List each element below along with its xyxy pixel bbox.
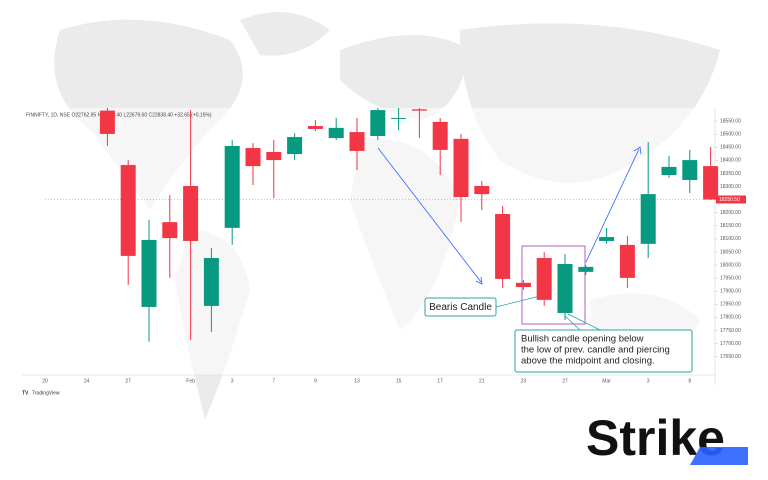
y-tick-label: 18450.00 xyxy=(720,145,741,151)
y-tick-label: 18500.00 xyxy=(720,132,741,138)
candle-body xyxy=(141,239,157,307)
candle-body xyxy=(370,110,386,137)
y-tick-label: 18100.00 xyxy=(720,236,741,242)
candle-body xyxy=(162,222,178,239)
y-tick-label: 18000.00 xyxy=(720,262,741,268)
candle-body xyxy=(599,237,615,241)
candle-body xyxy=(619,244,635,278)
candle-body xyxy=(245,148,261,167)
annotation-box xyxy=(424,297,497,317)
last-price-label: 18250.50 xyxy=(719,197,740,203)
y-tick-label: 17650.00 xyxy=(720,354,741,360)
y-tick-label: 17950.00 xyxy=(720,275,741,281)
annotation-line: the low of prev. candle and piercing xyxy=(521,345,670,356)
candle-body xyxy=(703,166,719,200)
x-tick-label: Feb xyxy=(186,378,195,384)
x-tick-label: 7 xyxy=(272,378,275,384)
x-tick-label: 9 xyxy=(314,378,317,384)
candle-body xyxy=(515,282,531,288)
candle-body xyxy=(578,266,594,272)
candle-body xyxy=(391,117,407,119)
candle-body xyxy=(266,151,282,161)
y-tick-label: 17750.00 xyxy=(720,328,741,334)
annotation-text: Bearis Candle xyxy=(429,302,492,313)
x-tick-label: 21 xyxy=(479,378,485,384)
connectors xyxy=(495,294,601,331)
x-tick-label: 17 xyxy=(437,378,443,384)
candle-body xyxy=(536,257,552,300)
candle-body xyxy=(349,132,365,151)
candle-body xyxy=(120,165,136,256)
x-tick-label: 27 xyxy=(125,378,131,384)
candle-body xyxy=(203,257,219,306)
candle-body xyxy=(287,137,303,155)
candle-body xyxy=(682,160,698,180)
y-tick-label: 17800.00 xyxy=(720,315,741,321)
x-tick-label: 13 xyxy=(354,378,360,384)
annotation-box xyxy=(514,329,693,373)
candle-body xyxy=(661,166,677,176)
chart-header: FINNIFTY, 1D, NSE O22762.95 H22838.40 L2… xyxy=(26,112,212,118)
x-tick-label: 3 xyxy=(647,378,650,384)
annotation-line: above the midpoint and closing. xyxy=(521,356,655,367)
source-logo: TradingView xyxy=(32,390,60,396)
x-tick-label: 24 xyxy=(84,378,90,384)
x-tick-label: Mar xyxy=(602,378,611,384)
last-price-tag xyxy=(716,195,746,204)
y-tick-label: 17900.00 xyxy=(720,289,741,295)
candles xyxy=(99,108,719,342)
candle-body xyxy=(474,186,490,195)
y-tick-label: 18150.00 xyxy=(720,223,741,229)
candle-body xyxy=(432,121,448,150)
brand-accent xyxy=(690,447,748,465)
candle-body xyxy=(224,145,240,228)
candle-body xyxy=(495,214,511,279)
x-tick-label: 15 xyxy=(396,378,402,384)
candle-body xyxy=(640,194,656,244)
y-tick-label: 18300.00 xyxy=(720,184,741,190)
y-tick-label: 18200.00 xyxy=(720,210,741,216)
y-tick-label: 18350.00 xyxy=(720,171,741,177)
candle-body xyxy=(453,138,469,197)
y-tick-label: 17850.00 xyxy=(720,302,741,308)
source-logo-mark: TV xyxy=(22,390,29,396)
candle-body xyxy=(328,127,344,139)
y-tick-label: 18550.00 xyxy=(720,118,741,124)
candle-body xyxy=(183,186,199,241)
arrows xyxy=(377,146,642,285)
candle-body xyxy=(557,264,573,313)
x-tick-label: 3 xyxy=(231,378,234,384)
y-tick-label: 18400.00 xyxy=(720,158,741,164)
y-tick-label: 18050.00 xyxy=(720,249,741,255)
candle-body xyxy=(99,110,115,134)
candle-body xyxy=(411,109,427,111)
x-tick-label: 23 xyxy=(521,378,527,384)
x-tick-label: 20 xyxy=(42,378,48,384)
x-tick-label: 27 xyxy=(562,378,568,384)
annotation-line: Bullish candle opening below xyxy=(521,334,644,345)
y-tick-label: 17700.00 xyxy=(720,341,741,347)
x-tick-label: 8 xyxy=(688,378,691,384)
candle-body xyxy=(307,126,323,129)
